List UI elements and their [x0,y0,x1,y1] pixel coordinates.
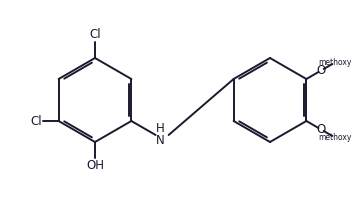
Text: Cl: Cl [30,114,42,127]
Text: O: O [317,123,326,136]
Text: H
N: H N [156,123,165,148]
Text: methoxy: methoxy [318,58,352,67]
Text: OH: OH [86,159,104,172]
Text: Cl: Cl [89,28,101,41]
Text: methoxy: methoxy [318,133,352,142]
Text: O: O [317,64,326,77]
